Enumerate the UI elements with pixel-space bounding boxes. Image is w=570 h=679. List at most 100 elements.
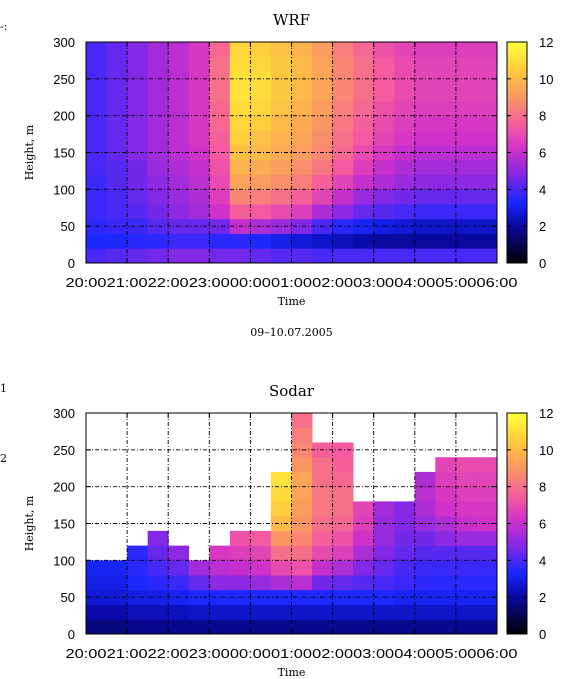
sodar-cell-r4-c9 [270,560,292,576]
wrf-cell-r1-c6 [209,233,231,249]
wrf-cell-r12-c17 [435,71,457,87]
wrf-xtick-label-6: 02:00 [312,275,353,290]
wrf-cell-r5-c15 [394,174,416,190]
wrf-cell-r5-c13 [353,174,375,190]
wrf-cell-r5-c17 [435,174,457,190]
sodar-cell-r9-c11 [312,486,333,502]
wrf-cell-r0-c9 [270,248,292,264]
wrf-cell-r0-c16 [414,248,436,264]
sodar-colorbar-seg-27 [507,530,527,536]
sodar-colorbar-seg-47 [507,457,527,462]
wrf-cell-r5-c2 [127,174,149,190]
wrf-cell-r8-c2 [127,130,149,146]
wrf-colorbar-label-4: 8 [539,109,546,124]
sodar-cell-r0-c5 [188,619,210,635]
sodar-cell-r10-c12 [332,471,354,488]
sodar-cell-r5-c17 [435,545,457,561]
sodar-cell-r4-c15 [394,560,416,576]
sodar-cell-r0-c17 [435,619,457,635]
wrf-cell-r9-c8 [250,115,272,131]
sodar-cell-r8-c14 [373,501,395,517]
wrf-cell-r3-c4 [168,204,190,220]
wrf-colorbar-seg-27 [507,159,527,165]
sodar-cell-r9-c10 [291,486,313,502]
wrf-cell-r5-c6 [209,174,231,190]
wrf-cell-r12-c10 [291,71,313,87]
wrf-cell-r8-c10 [291,130,313,146]
sodar-cell-r10-c19 [476,471,498,488]
sodar-cell-r1-c14 [373,604,395,620]
sodar-cell-r3-c0 [86,575,107,591]
wrf-cell-r3-c5 [188,204,210,220]
wrf-cell-r11-c19 [476,86,498,102]
wrf-colorbar-seg-9 [507,226,527,231]
wrf-cell-r4-c5 [188,189,210,205]
sodar-colorbar-seg-35 [507,501,527,506]
wrf-colorbar-seg-18 [507,193,527,198]
wrf-cell-r2-c5 [188,218,210,234]
wrf-cell-r9-c18 [455,115,477,131]
wrf-colorbar-seg-14 [507,207,527,212]
wrf-xtick-label-0: 20:00 [66,275,107,290]
wrf-cell-r6-c3 [147,159,169,175]
wrf-cell-r3-c3 [147,204,169,220]
wrf-date-label: 09–10.07.2005 [250,326,332,339]
wrf-cell-r7-c17 [435,145,457,161]
sodar-colorbar-seg-48 [507,453,527,458]
sodar-cell-r5-c18 [455,545,477,561]
wrf-cell-r13-c18 [455,56,477,72]
wrf-colorbar-label-2: 4 [539,182,546,197]
wrf-colorbar-seg-10 [507,222,527,227]
sodar-cell-r0-c6 [209,619,231,635]
sodar-cell-r3-c16 [414,575,436,591]
wrf-cell-r3-c16 [414,204,436,220]
sodar-cell-r0-c1 [106,619,128,635]
sodar-cell-r3-c2 [127,575,149,591]
sodar-cell-r3-c19 [476,575,498,591]
sodar-cell-r6-c11 [312,530,333,546]
sodar-colorbar-seg-49 [507,449,527,455]
wrf-colorbar-seg-12 [507,215,527,220]
sodar-cell-r4-c6 [209,560,231,576]
sodar-cell-r1-c6 [209,604,231,620]
sodar-cell-r0-c12 [332,619,354,635]
wrf-cell-r14-c5 [188,42,210,58]
sodar-xtick-label-1: 21:00 [107,646,148,661]
wrf-cell-r4-c0 [86,189,107,205]
sodar-cell-r4-c2 [127,560,149,576]
wrf-cell-r3-c6 [209,204,231,220]
sodar-cell-r2-c10 [291,589,313,605]
sodar-cell-r6-c12 [332,530,354,546]
wrf-colorbar-seg-8 [507,229,527,235]
wrf-cell-r13-c5 [188,56,210,72]
wrf-cell-r13-c16 [414,56,436,72]
wrf-cell-r4-c3 [147,189,169,205]
wrf-colorbar-seg-1 [507,255,527,260]
sodar-ytick-label-5: 250 [53,443,75,458]
sodar-cell-r2-c19 [476,589,498,605]
wrf-cell-r13-c14 [373,56,395,72]
wrf-cell-r0-c18 [455,248,477,264]
sodar-cell-r3-c6 [209,575,231,591]
sodar-colorbar-seg-16 [507,571,527,576]
wrf-cell-r2-c19 [476,218,498,234]
sodar-cell-r2-c5 [188,589,210,605]
wrf-colorbar-seg-49 [507,78,527,84]
wrf-cell-r13-c13 [353,56,375,72]
wrf-colorbar-seg-5 [507,240,527,246]
wrf-cell-r0-c7 [229,248,251,264]
sodar-cell-r3-c18 [455,575,477,591]
wrf-cell-r6-c19 [476,159,498,175]
wrf-cell-r6-c0 [86,159,107,175]
wrf-cell-r8-c18 [455,130,477,146]
wrf-cell-r0-c19 [476,248,498,264]
wrf-cell-r6-c4 [168,159,190,175]
wrf-xtick-label-2: 22:00 [148,275,189,290]
wrf-cell-r14-c3 [147,42,169,58]
sodar-cell-r8-c13 [353,501,375,517]
wrf-ytick-label-1: 50 [61,219,75,234]
sodar-colorbar-seg-4 [507,615,527,620]
wrf-cell-r8-c1 [106,130,128,146]
wrf-cell-r13-c11 [312,56,333,72]
sodar-cell-r5-c12 [332,545,354,561]
